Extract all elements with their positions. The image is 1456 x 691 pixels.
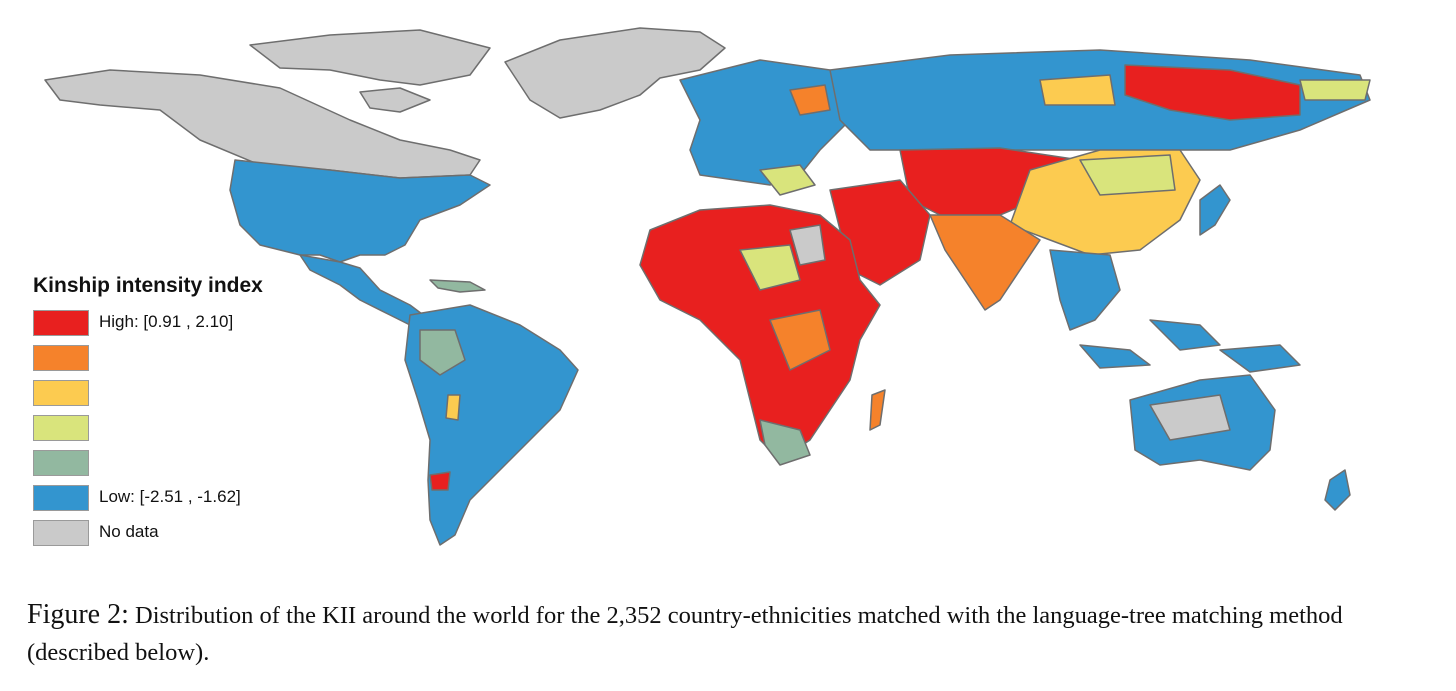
legend-label-low: Low: [-2.51 , -1.62]: [99, 487, 241, 506]
region-siberia-red: [1124, 64, 1301, 121]
world-map: [44, 27, 1371, 546]
region-sa-yellow: [445, 394, 461, 421]
legend-swatch-high: [33, 310, 89, 336]
legend-swatch-2: [33, 345, 89, 371]
figure-label: Figure 2:: [27, 599, 129, 630]
legend-label-no-data: No data: [99, 522, 159, 541]
region-scandinavia: [789, 84, 831, 116]
legend-swatch-no-data: [33, 520, 89, 546]
region-indonesia-2: [1149, 319, 1221, 351]
region-greenland: [504, 27, 726, 119]
legend-swatch-3: [33, 380, 89, 406]
region-southern-africa: [759, 419, 811, 466]
region-sa-greygreen: [419, 329, 466, 376]
region-australia-grey: [1149, 394, 1231, 441]
legend-label-high: High: [0.91 , 2.10]: [99, 312, 234, 331]
region-mongolia: [1079, 154, 1176, 196]
region-se-asia: [1049, 249, 1121, 331]
legend-swatch-5: [33, 450, 89, 476]
legend-swatch-low: [33, 485, 89, 511]
region-africa-grey: [789, 224, 826, 266]
legend-item-5: [33, 450, 333, 476]
region-caribbean: [429, 279, 486, 293]
legend-item-4: [33, 415, 333, 441]
region-arctic-canada: [249, 29, 491, 86]
legend: Kinship intensity index High: [0.91 , 2.…: [33, 274, 333, 555]
region-india: [929, 214, 1041, 311]
region-madagascar: [869, 389, 886, 431]
figure-caption: Figure 2: Distribution of the KII around…: [27, 596, 1437, 671]
legend-item-2: [33, 345, 333, 371]
legend-swatch-4: [33, 415, 89, 441]
region-north-canada: [44, 69, 481, 179]
region-indonesia-1: [1079, 344, 1151, 369]
region-africa-orange: [769, 309, 831, 371]
region-europe-lightgreen: [759, 164, 816, 196]
region-japan: [1199, 184, 1231, 236]
legend-title: Kinship intensity index: [33, 274, 263, 297]
region-arctic-canada-small: [359, 87, 431, 113]
region-russia-yellow: [1039, 74, 1116, 106]
region-new-zealand: [1324, 469, 1351, 511]
region-africa-lightgreen: [739, 244, 801, 291]
region-africa: [639, 204, 881, 461]
legend-item-low: Low: [-2.51 , -1.62]: [33, 485, 333, 511]
legend-item-3: [33, 380, 333, 406]
region-new-guinea: [1219, 344, 1301, 373]
caption-text: Distribution of the KII around the world…: [27, 602, 1343, 666]
legend-item-no-data: No data: [33, 520, 333, 546]
region-sa-red: [429, 471, 451, 491]
region-russia-lightgreen: [1299, 79, 1371, 101]
region-north-america: [229, 159, 491, 263]
legend-item-high: High: [0.91 , 2.10]: [33, 310, 333, 336]
